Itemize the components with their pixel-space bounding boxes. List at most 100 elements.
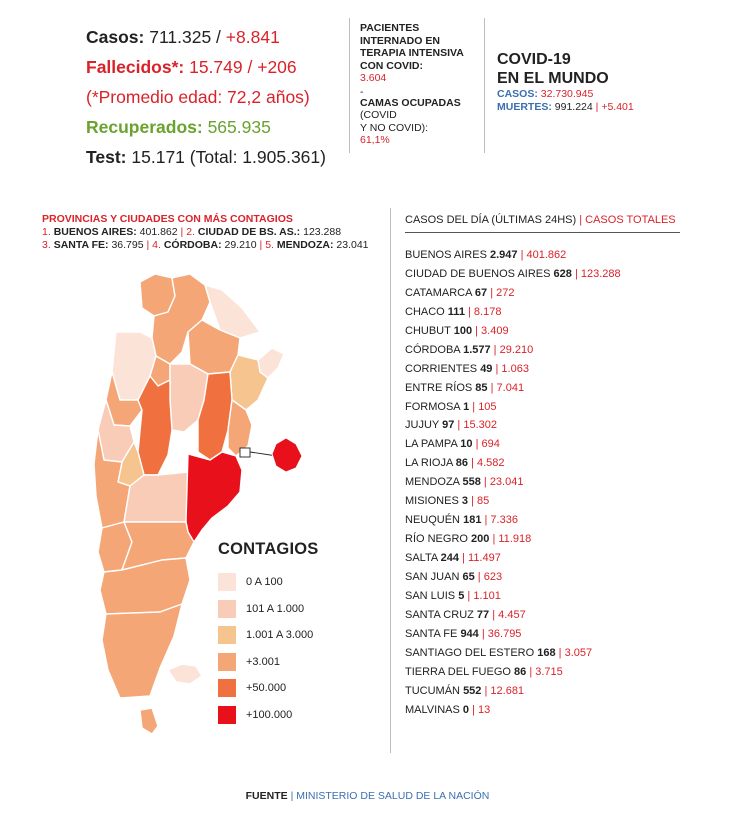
list-item: Entre Ríos 85 | 7.041 (405, 379, 680, 398)
beds-title: Camas ocupadas (360, 96, 461, 109)
total-cases: 11.918 (498, 533, 532, 546)
province-name: Buenos Aires (405, 249, 487, 261)
legend-title: CONTAGIOS (218, 540, 319, 558)
source-label: FUENTE (245, 790, 288, 802)
beds-value: 61,1% (360, 134, 390, 146)
rank: 5. (265, 239, 274, 251)
list-item: Malvinas 0 | 13 (405, 701, 680, 720)
separator: | (259, 239, 263, 251)
recovered-label: Recuperados: (86, 117, 203, 137)
province-name: Santiago del Estero (405, 646, 535, 659)
header-daily: Casos del día (últimas 24hs) (405, 214, 577, 226)
list-item: Tierra del Fuego 86 | 3.715 (405, 663, 680, 682)
deaths-line: Fallecidos*: 15.749 / +206 (86, 52, 346, 82)
list-item: Formosa 1 | 105 (405, 398, 680, 417)
list-item: San Luis 5 | 1.101 (405, 587, 680, 606)
province-name: Tierra del Fuego (405, 665, 511, 678)
province-formosa (204, 284, 261, 339)
total-cases: 23.041 (489, 476, 524, 489)
total-cases: 623 (483, 570, 503, 583)
row-separator: | (483, 476, 487, 489)
daily-cases: 2.947 (489, 249, 518, 261)
total-cases: 3.409 (481, 324, 509, 337)
legend-label: 0 A 100 (246, 576, 283, 588)
deaths-new: +206 (257, 57, 297, 77)
province-name: Chaco (405, 305, 445, 318)
legend-swatch (218, 652, 236, 671)
total-cases: 3.057 (564, 646, 593, 659)
world-deaths: MUERTES: 991.224 | +5.401 (497, 101, 717, 114)
list-item: Río Negro 200 | 11.918 (405, 530, 680, 549)
daily-cases: 628 (553, 267, 572, 280)
total-cases: 29.210 (499, 343, 534, 356)
separator: | (146, 239, 150, 251)
list-item: La Pampa 10 | 694 (405, 435, 680, 454)
province-list: Buenos Aires 2.947 | 401.862 Ciudad de Bu… (405, 246, 680, 719)
cases-value: 711.325 / (149, 27, 221, 47)
province-name: Salta (405, 552, 438, 564)
province-name: CIUDAD DE BS. AS.: (197, 226, 301, 238)
province-name: San Luis (405, 589, 456, 602)
province-caba-zoom (271, 437, 303, 473)
list-item: Corrientes 49 | 1.063 (405, 360, 680, 379)
row-separator: | (468, 305, 471, 318)
total-cases: 4.582 (477, 457, 505, 470)
world-deaths-label: MUERTES: (497, 101, 552, 113)
argentina-map (93, 273, 303, 735)
beds-sub2: Y NO COVID): (360, 121, 429, 134)
daily-cases: 65 (462, 570, 475, 583)
daily-cases: 86 (455, 457, 469, 470)
legend-item: 101 A 1.000 (218, 599, 368, 618)
list-item: La Rioja 86 | 4.582 (405, 454, 680, 473)
province-name: CÓRDOBA: (163, 239, 222, 251)
legend-swatch (218, 705, 236, 724)
total-cases: 123.288 (580, 267, 621, 280)
legend-item: +3.001 (218, 652, 368, 671)
icu-block: Pacientes internado en terapia intensiva… (360, 22, 482, 149)
legend-label: +3.001 (246, 655, 280, 668)
divider (484, 18, 485, 153)
total-cases: 11.497 (468, 552, 501, 564)
header-sep: | (579, 214, 583, 226)
daily-cases: 944 (460, 627, 479, 640)
province-value: 23.041 (336, 239, 369, 251)
list-item: Santiago del Estero 168 | 3.057 (405, 644, 680, 663)
daily-cases: 111 (447, 305, 465, 318)
top-provinces-line-1: 1. BUENOS AIRES: 401.862 | 2. CIUDAD DE … (42, 226, 387, 239)
list-item: Salta 244 | 11.497 (405, 549, 680, 568)
row-separator: | (492, 533, 496, 546)
row-separator: | (457, 419, 461, 432)
list-item: Santa Cruz 77 | 4.457 (405, 606, 680, 625)
daily-cases: 85 (475, 381, 488, 394)
province-name: Neuquén (405, 514, 461, 527)
total-cases: 1.101 (473, 589, 501, 602)
top-provinces: Provincias y ciudades con más contagios … (42, 213, 387, 252)
row-separator: | (490, 286, 494, 299)
cases-line: Casos: 711.325 / +8.841 (86, 22, 346, 52)
row-separator: | (484, 684, 488, 697)
province-cordoba (137, 375, 173, 476)
cases-label: Casos: (86, 27, 145, 47)
daily-cases: 3 (461, 495, 468, 508)
total-cases: 7.041 (496, 381, 525, 394)
row-separator: | (472, 703, 475, 716)
total-cases: 85 (476, 495, 490, 508)
tests-label: Test: (86, 147, 127, 167)
province-name: La Rioja (405, 457, 453, 470)
row-separator: | (558, 646, 562, 659)
total-cases: 13 (477, 703, 491, 716)
separator: | (180, 226, 184, 238)
world-cases: CASOS: 32.730.945 (497, 88, 717, 101)
province-value: 36.795 (111, 239, 144, 251)
province-name: Malvinas (405, 703, 460, 716)
total-cases: 7.336 (490, 514, 518, 527)
row-separator: | (471, 457, 474, 470)
list-item: Chaco 111 | 8.178 (405, 303, 680, 322)
legend-swatch (218, 599, 236, 618)
total-cases: 12.681 (490, 684, 525, 697)
world-cases-value: 32.730.945 (540, 88, 594, 100)
deaths-label: Fallecidos*: (86, 57, 185, 77)
daily-cases: 100 (453, 324, 473, 337)
province-name: Tucumán (405, 684, 460, 697)
legend-label: +50.000 (246, 682, 287, 695)
